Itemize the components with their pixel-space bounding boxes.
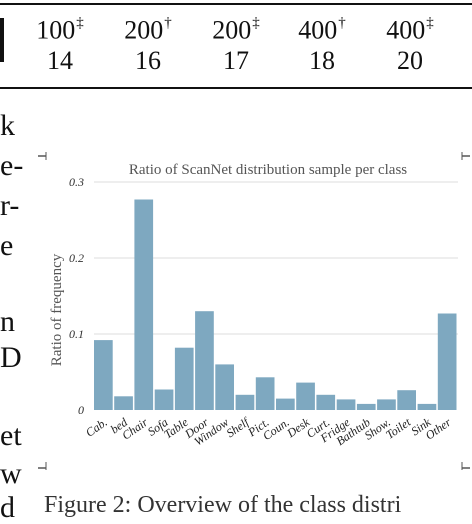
- bar-window: [215, 364, 234, 410]
- figure-crop-marks: [38, 152, 470, 470]
- bar-fridge: [336, 399, 356, 410]
- column-value: 14: [47, 45, 73, 75]
- gridlines: [94, 181, 458, 335]
- chart-title: Ratio of ScanNet distribution sample per…: [129, 162, 407, 178]
- table-column: 100‡ 14: [20, 10, 100, 76]
- body-text-line: et: [0, 419, 22, 452]
- bar-chair: [134, 199, 154, 410]
- body-text-line: D: [0, 341, 22, 374]
- table-left-border: [0, 18, 4, 62]
- column-header-mark: ‡: [252, 15, 260, 31]
- column-header: 400: [386, 15, 426, 45]
- table-column: 400‡ 20: [370, 10, 450, 76]
- column-header: 400: [298, 15, 338, 45]
- body-text-line: r-: [0, 189, 20, 222]
- figure-caption: Figure 2: Overview of the class distri: [44, 492, 402, 518]
- table-top-rule: [0, 3, 472, 5]
- bar-series: [94, 199, 457, 410]
- bar-bed: [114, 396, 133, 410]
- bar-shelf: [235, 394, 255, 410]
- bar-cab: [94, 340, 113, 410]
- body-text-line: e: [0, 229, 14, 262]
- bar-toilet: [397, 390, 416, 410]
- table-column: 400† 18: [282, 10, 362, 76]
- bar-other: [437, 313, 457, 410]
- column-header-mark: †: [164, 15, 172, 31]
- column-value: 18: [309, 45, 335, 75]
- x-axis-ticks: Cab.bedChairSofaTableDoorWindowShelfPict…: [83, 414, 454, 449]
- body-text-line: k: [0, 109, 15, 142]
- bar-curt: [316, 394, 336, 410]
- table-column: 200‡ 17: [196, 10, 276, 76]
- column-value: 17: [223, 45, 249, 75]
- table-bottom-rule: [0, 87, 472, 89]
- bar-pict: [255, 377, 275, 410]
- x-tick-label: Cab.: [83, 415, 110, 440]
- y-tick-label: 0: [78, 403, 84, 417]
- bar-door: [195, 311, 214, 410]
- bar-desk: [296, 382, 315, 410]
- y-axis-ticks: 0 0.1 0.2 0.3: [69, 175, 84, 417]
- column-header-mark: ‡: [426, 15, 434, 31]
- column-value: 16: [135, 45, 161, 75]
- bar-show: [377, 399, 396, 410]
- body-text-line: d: [0, 491, 15, 524]
- column-header: 100: [36, 15, 76, 45]
- table-column: 200† 16: [108, 10, 188, 76]
- column-header: 200: [212, 15, 252, 45]
- y-tick-label: 0.2: [69, 251, 84, 265]
- bar-bathtub: [356, 403, 376, 410]
- column-header-mark: ‡: [76, 15, 84, 31]
- body-text-line: n: [0, 305, 15, 338]
- column-header-mark: †: [338, 15, 346, 31]
- class-distribution-chart: Ratio of ScanNet distribution sample per…: [38, 152, 470, 470]
- y-axis-label: Ratio of frequency: [49, 253, 65, 366]
- bar-table: [174, 347, 194, 410]
- bar-sofa: [154, 389, 174, 410]
- body-text-line: e-: [0, 149, 24, 182]
- bar-sink: [417, 403, 437, 410]
- y-tick-label: 0.3: [69, 175, 84, 189]
- bar-coun: [276, 398, 295, 410]
- column-value: 20: [397, 45, 423, 75]
- body-text-line: w: [0, 457, 22, 490]
- column-header: 200: [124, 15, 164, 45]
- y-tick-label: 0.1: [69, 327, 84, 341]
